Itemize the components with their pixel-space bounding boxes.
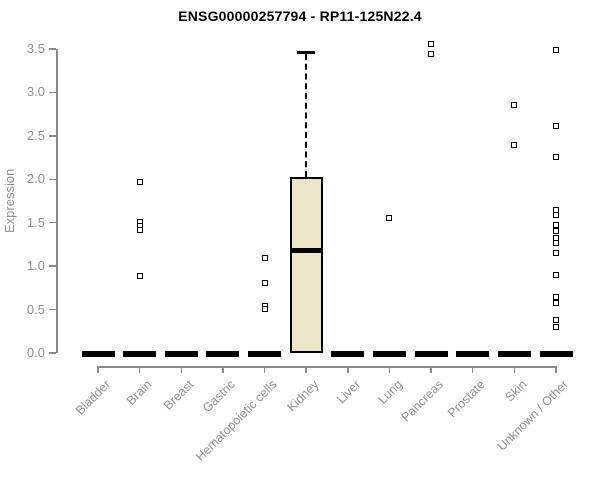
flat-box-prostate [456, 350, 490, 357]
x-tick-label: Brain [124, 377, 155, 408]
x-tick [347, 366, 349, 373]
outlier-point-hematopoietic-cells [261, 279, 268, 286]
y-tick-label: 0.5 [26, 301, 45, 317]
flat-box-liver [331, 350, 365, 357]
outlier-point-brain [136, 226, 143, 233]
x-tick-label: Hematopoietic cells [193, 377, 280, 464]
x-tick-label: Skin [502, 377, 530, 405]
y-tick [49, 135, 56, 137]
x-tick [222, 366, 224, 373]
outlier-point-unknown-other [553, 228, 559, 235]
outlier-point-unknown-other [553, 239, 559, 246]
median-kidney [289, 248, 323, 253]
outlier-point-unknown-other [553, 250, 559, 257]
outlier-point-pancreas [428, 51, 435, 58]
chart-title: ENSG00000257794 - RP11-125N22.4 [178, 8, 422, 24]
y-tick [49, 178, 56, 181]
x-tick [388, 366, 391, 373]
x-tick-label: Kidney [284, 377, 322, 415]
y-tick [49, 91, 56, 94]
outlier-point-hematopoietic-cells [261, 255, 268, 262]
x-tick [471, 366, 474, 373]
y-tick-label: 2.0 [26, 171, 45, 187]
outlier-point-unknown-other [553, 271, 559, 278]
flat-box-unknown-other [539, 350, 573, 357]
x-tick-label: Breast [161, 377, 197, 413]
x-tick-label: Bladder [72, 377, 114, 418]
outlier-point-unknown-other [553, 211, 559, 218]
flat-box-hematopoietic-cells [248, 350, 282, 357]
y-axis-line [56, 49, 58, 353]
flat-box-skin [497, 350, 531, 357]
x-tick [263, 366, 266, 373]
flat-box-brain [123, 350, 157, 357]
outlier-point-unknown-other [553, 323, 559, 330]
outlier-point-unknown-other [553, 293, 559, 300]
x-tick-label: Lung [375, 377, 405, 407]
x-tick-label: Pancreas [399, 377, 447, 425]
x-tick-label: Liver [333, 377, 364, 407]
outlier-point-brain [136, 272, 143, 279]
y-tick-label: 1.0 [26, 258, 45, 274]
box-kidney [289, 176, 323, 353]
x-tick [138, 366, 141, 373]
outlier-point-lung [386, 215, 393, 222]
outlier-point-unknown-other [553, 299, 559, 306]
y-tick [49, 221, 56, 224]
x-tick [305, 366, 307, 373]
y-tick [49, 352, 56, 354]
x-tick-label: Prostate [445, 377, 488, 421]
outlier-point-unknown-other [553, 123, 559, 130]
flat-box-bladder [81, 350, 115, 357]
outlier-point-unknown-other [553, 153, 559, 160]
x-tick [180, 366, 183, 373]
y-tick-label: 3.5 [26, 41, 45, 56]
outlier-point-pancreas [428, 40, 435, 47]
x-tick [97, 366, 99, 373]
outlier-point-unknown-other [553, 316, 559, 323]
y-tick-label: 2.5 [26, 127, 45, 143]
outlier-point-skin [511, 142, 518, 149]
x-tick [513, 366, 516, 373]
outlier-point-hematopoietic-cells [261, 305, 268, 312]
whisker-kidney [305, 54, 308, 177]
y-tick [49, 48, 56, 50]
flat-box-lung [372, 350, 406, 357]
y-tick-label: 0.0 [26, 345, 45, 360]
x-tick [555, 366, 557, 373]
y-tick-label: 3.0 [26, 84, 45, 100]
y-axis-title: Expression [2, 168, 17, 234]
y-tick-label: 1.5 [26, 214, 45, 230]
outlier-point-unknown-other [553, 222, 559, 229]
outlier-point-skin [511, 101, 518, 108]
y-tick [49, 308, 56, 311]
outlier-point-brain [136, 178, 143, 185]
flat-box-pancreas [414, 350, 448, 357]
y-tick [49, 265, 56, 267]
flat-box-breast [164, 350, 198, 357]
x-axis-line [97, 366, 557, 368]
x-tick [430, 366, 432, 373]
whisker-cap-kidney [297, 51, 316, 55]
flat-box-gastric [206, 350, 240, 357]
outlier-point-unknown-other [553, 46, 559, 53]
x-tick-label: Gastric [200, 377, 239, 416]
